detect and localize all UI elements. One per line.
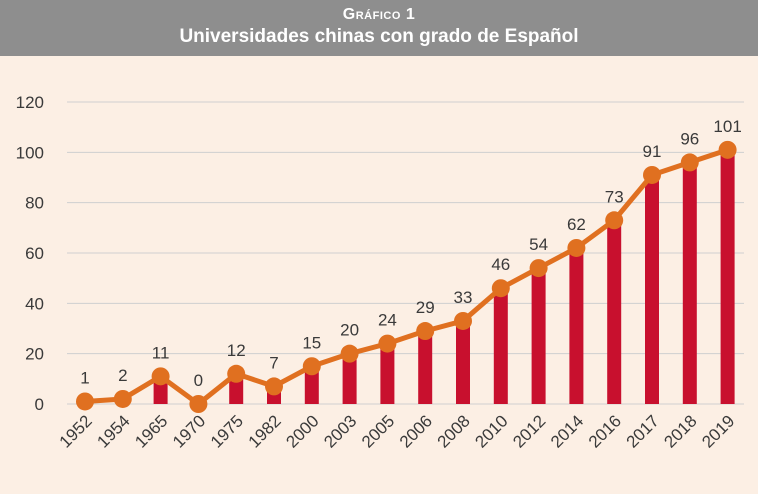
x-tick-label: 1965: [131, 411, 171, 451]
data-label: 29: [416, 298, 435, 317]
data-label: 2: [118, 366, 127, 385]
data-label: 62: [567, 215, 586, 234]
line-point: [718, 140, 737, 159]
line-point: [265, 377, 283, 396]
line-point: [491, 279, 510, 298]
bar: [569, 247, 584, 404]
bar: [682, 162, 697, 404]
line-point: [227, 364, 246, 383]
data-label: 54: [529, 235, 548, 254]
bars: [78, 149, 735, 404]
x-tick-label: 1952: [56, 411, 96, 451]
x-tick-label: 2012: [509, 411, 549, 451]
line-point: [605, 211, 624, 230]
x-tick-label: 2010: [471, 411, 511, 451]
bar: [456, 320, 470, 404]
data-label: 20: [340, 321, 359, 340]
x-tick-label: 2006: [396, 411, 436, 451]
chart-title: Universidades chinas con grado de Españo…: [179, 26, 579, 47]
x-axis: 1952195419651970197519822000200320052006…: [56, 411, 739, 451]
bar: [531, 268, 546, 404]
line-point: [529, 259, 548, 278]
y-tick-label: 0: [35, 395, 44, 414]
line-point: [416, 322, 435, 341]
chart-kicker: Gráfico 1: [342, 6, 416, 23]
data-label: 1: [80, 368, 89, 387]
data-label: 24: [378, 311, 397, 330]
x-tick-label: 2019: [698, 411, 738, 451]
data-label: 91: [643, 142, 662, 161]
bar: [380, 343, 395, 404]
gridlines: [67, 101, 744, 405]
x-tick-label: 2017: [623, 411, 663, 451]
data-label: 7: [269, 353, 278, 372]
data-label: 96: [680, 129, 699, 148]
y-tick-label: 120: [16, 93, 44, 112]
bar: [418, 331, 433, 404]
line-point: [76, 392, 94, 411]
y-tick-label: 60: [25, 244, 44, 263]
y-tick-label: 100: [16, 143, 44, 162]
x-tick-label: 1954: [93, 411, 133, 451]
line-point: [378, 334, 397, 353]
line-point: [302, 357, 321, 376]
data-label: 0: [194, 371, 203, 390]
data-label: 46: [491, 255, 510, 274]
x-tick-label: 1975: [207, 411, 247, 451]
data-label: 73: [605, 187, 624, 206]
line-series: [84, 147, 729, 407]
line-point: [454, 311, 472, 330]
line-point: [680, 153, 699, 172]
y-tick-label: 20: [25, 345, 44, 364]
bar: [493, 288, 508, 404]
x-tick-label: 2005: [358, 411, 398, 451]
data-label: 11: [152, 343, 170, 362]
data-label: 15: [302, 333, 321, 352]
line-point: [567, 238, 586, 257]
line-points: [76, 140, 737, 413]
bar: [304, 366, 319, 404]
bar: [342, 353, 357, 404]
y-tick-label: 40: [25, 294, 44, 313]
line-point: [643, 165, 661, 184]
data-label: 12: [227, 341, 246, 360]
bar: [607, 220, 622, 404]
x-tick-label: 2014: [547, 411, 587, 451]
line-point: [113, 389, 132, 408]
x-tick-label: 2000: [282, 411, 322, 451]
x-tick-label: 2003: [320, 411, 360, 451]
bar: [720, 149, 735, 404]
data-label: 101: [713, 117, 741, 136]
line-point: [151, 367, 170, 386]
y-tick-label: 80: [25, 194, 44, 213]
x-tick-label: 2018: [660, 411, 700, 451]
line-point: [189, 395, 208, 413]
series-line: [84, 147, 729, 407]
x-tick-label: 2008: [434, 411, 474, 451]
x-tick-label: 1982: [245, 411, 285, 451]
bar: [645, 174, 659, 404]
y-axis: 0 20 40 60 80 100 120: [16, 93, 44, 414]
line-point: [340, 344, 359, 363]
x-tick-label: 2016: [585, 411, 625, 451]
data-label: 33: [454, 288, 473, 307]
x-tick-label: 1970: [169, 411, 209, 451]
chart-header: Gráfico 1 Universidades chinas con grado…: [0, 0, 758, 56]
